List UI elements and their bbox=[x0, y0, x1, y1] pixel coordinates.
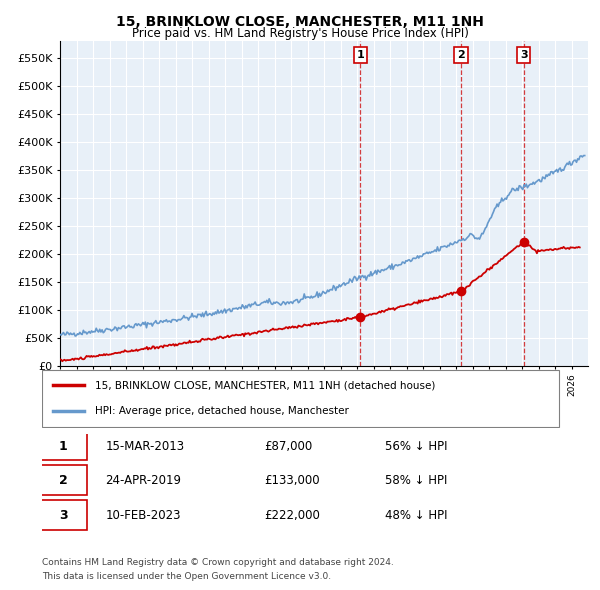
Text: HPI: Average price, detached house, Manchester: HPI: Average price, detached house, Manc… bbox=[95, 407, 349, 416]
Text: £133,000: £133,000 bbox=[264, 474, 319, 487]
Text: 3: 3 bbox=[520, 50, 527, 60]
Text: This data is licensed under the Open Government Licence v3.0.: This data is licensed under the Open Gov… bbox=[42, 572, 331, 581]
Text: 15, BRINKLOW CLOSE, MANCHESTER, M11 1NH (detached house): 15, BRINKLOW CLOSE, MANCHESTER, M11 1NH … bbox=[95, 381, 435, 390]
Text: 3: 3 bbox=[59, 509, 67, 522]
Text: £87,000: £87,000 bbox=[264, 440, 312, 453]
FancyBboxPatch shape bbox=[40, 465, 87, 495]
Text: 1: 1 bbox=[356, 50, 364, 60]
Text: Price paid vs. HM Land Registry's House Price Index (HPI): Price paid vs. HM Land Registry's House … bbox=[131, 27, 469, 40]
Text: Contains HM Land Registry data © Crown copyright and database right 2024.: Contains HM Land Registry data © Crown c… bbox=[42, 558, 394, 566]
Text: 15-MAR-2013: 15-MAR-2013 bbox=[106, 440, 184, 453]
Text: 48% ↓ HPI: 48% ↓ HPI bbox=[385, 509, 448, 522]
Text: 10-FEB-2023: 10-FEB-2023 bbox=[106, 509, 181, 522]
Text: 24-APR-2019: 24-APR-2019 bbox=[106, 474, 181, 487]
FancyBboxPatch shape bbox=[42, 370, 559, 427]
Text: 58% ↓ HPI: 58% ↓ HPI bbox=[385, 474, 448, 487]
Text: 2: 2 bbox=[59, 474, 67, 487]
Text: 15, BRINKLOW CLOSE, MANCHESTER, M11 1NH: 15, BRINKLOW CLOSE, MANCHESTER, M11 1NH bbox=[116, 15, 484, 29]
FancyBboxPatch shape bbox=[40, 431, 87, 460]
Text: 2: 2 bbox=[457, 50, 465, 60]
Text: 56% ↓ HPI: 56% ↓ HPI bbox=[385, 440, 448, 453]
FancyBboxPatch shape bbox=[40, 500, 87, 530]
Text: £222,000: £222,000 bbox=[264, 509, 320, 522]
Text: 1: 1 bbox=[59, 440, 67, 453]
